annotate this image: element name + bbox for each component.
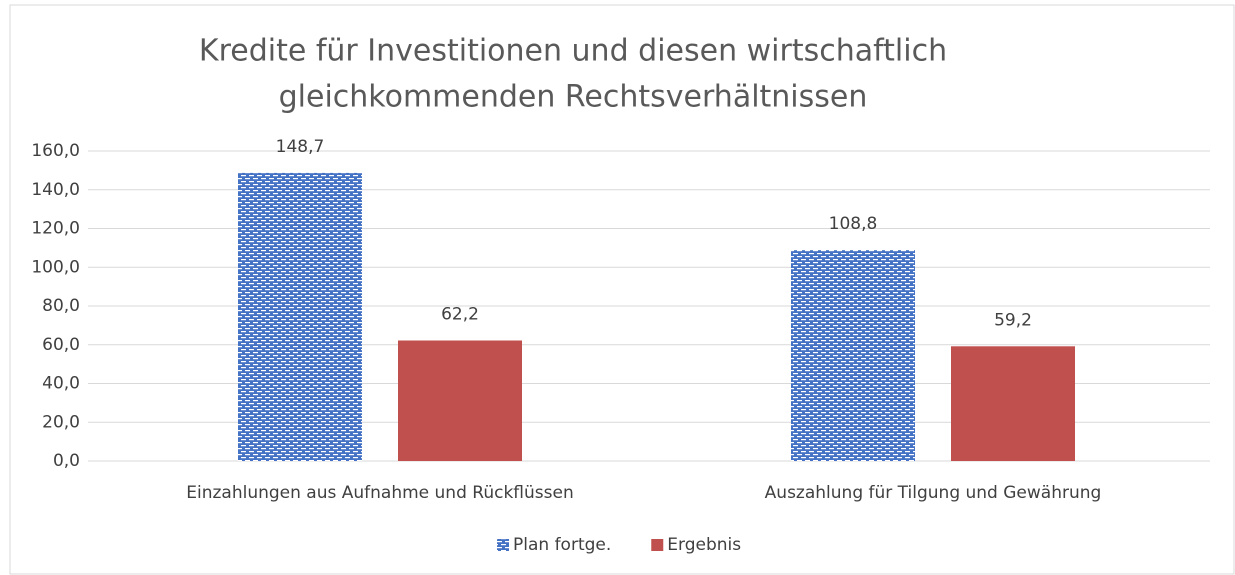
value-label: 59,2 (994, 310, 1032, 330)
value-label: 148,7 (276, 137, 325, 157)
chart-frame (9, 4, 1235, 575)
y-tick-label: 140,0 (31, 180, 80, 200)
value-label: 108,8 (829, 214, 878, 234)
y-tick-label: 40,0 (42, 374, 80, 394)
bar (238, 172, 362, 462)
legend-swatch (497, 539, 509, 551)
y-tick-label: 60,0 (42, 335, 80, 355)
y-tick-label: 100,0 (31, 257, 80, 277)
bar (791, 250, 915, 461)
bar (398, 340, 522, 461)
y-tick-label: 80,0 (42, 296, 80, 316)
legend-label: Ergebnis (667, 535, 741, 555)
y-tick-label: 20,0 (42, 412, 80, 432)
x-tick-label: Einzahlungen aus Aufnahme und Rückflüsse… (186, 483, 573, 503)
y-tick-label: 0,0 (53, 451, 80, 471)
legend-label: Plan fortge. (513, 535, 611, 555)
y-tick-label: 120,0 (31, 219, 80, 239)
chart-title: Kredite für Investitionen und diesen wir… (199, 34, 947, 69)
value-label: 62,2 (441, 304, 479, 324)
legend-swatch (651, 539, 664, 551)
y-tick-label: 160,0 (31, 141, 80, 161)
x-tick-label: Auszahlung für Tilgung und Gewährung (765, 483, 1102, 503)
chart-title: gleichkommenden Rechtsverhältnissen (279, 80, 868, 115)
bar (951, 346, 1075, 461)
